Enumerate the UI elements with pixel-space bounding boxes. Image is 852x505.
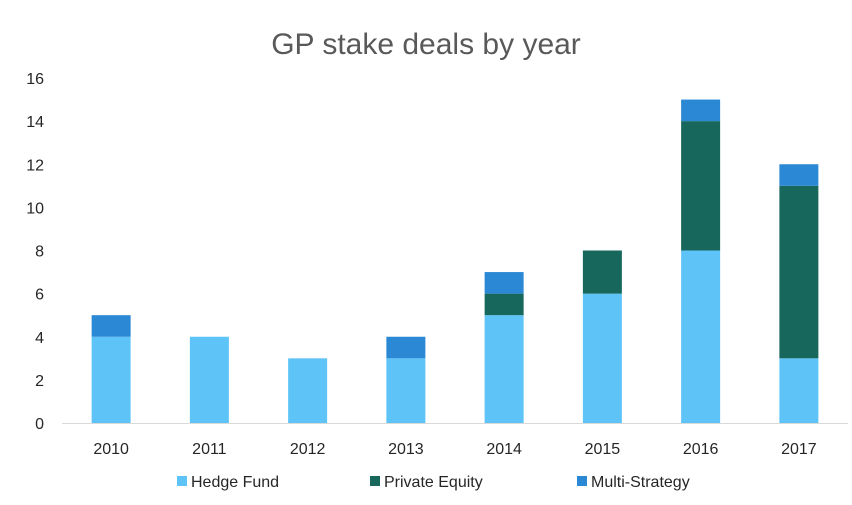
- legend-swatch: [577, 476, 587, 486]
- bar-segment-hedge-fund-2017: [779, 358, 819, 423]
- bar-segment-private-equity-2017: [779, 185, 819, 359]
- bar-segment-hedge-fund-2013: [386, 358, 426, 423]
- x-tick-label: 2010: [93, 441, 129, 458]
- legend-swatch: [370, 476, 380, 486]
- y-tick-label: 6: [35, 287, 44, 304]
- chart-title: GP stake deals by year: [271, 28, 581, 61]
- y-tick-label: 0: [35, 416, 44, 433]
- y-tick-label: 10: [26, 200, 44, 217]
- bar-segment-hedge-fund-2010: [91, 336, 131, 423]
- x-tick-label: 2012: [290, 441, 326, 458]
- x-tick-label: 2011: [192, 441, 227, 458]
- bar-segment-private-equity-2014: [484, 293, 524, 316]
- y-tick-label: 8: [35, 244, 44, 261]
- bar-segment-hedge-fund-2016: [681, 250, 721, 423]
- bar-segment-hedge-fund-2012: [288, 358, 328, 423]
- x-tick-label: 2017: [781, 441, 817, 458]
- x-axis-labels: 2010 2011 2012 2013 2014 2015 2016 2017: [93, 441, 816, 458]
- x-tick-label: 2013: [388, 441, 424, 458]
- legend-label: Private Equity: [384, 474, 483, 491]
- legend-label: Multi-Strategy: [591, 474, 690, 491]
- bar-segment-hedge-fund-2015: [582, 293, 622, 423]
- bar-segment-multi-strategy-2017: [779, 164, 819, 186]
- bar-segment-hedge-fund-2014: [484, 315, 524, 423]
- x-tick-label: 2014: [486, 441, 522, 458]
- y-tick-label: 12: [26, 157, 44, 174]
- x-tick-label: 2015: [585, 441, 621, 458]
- y-tick-label: 16: [26, 71, 44, 88]
- bar-segment-private-equity-2015: [582, 250, 622, 294]
- legend-swatch: [177, 476, 187, 486]
- bars: [91, 99, 819, 423]
- bar-segment-private-equity-2016: [681, 121, 721, 251]
- bar-segment-multi-strategy-2014: [484, 272, 524, 294]
- bar-segment-multi-strategy-2013: [386, 336, 426, 359]
- y-tick-label: 2: [35, 373, 44, 390]
- y-tick-label: 4: [35, 330, 44, 347]
- bar-segment-multi-strategy-2016: [681, 99, 721, 122]
- y-tick-label: 14: [26, 114, 44, 131]
- legend-label: Hedge Fund: [191, 474, 279, 491]
- bar-segment-hedge-fund-2011: [189, 336, 229, 423]
- bar-segment-multi-strategy-2010: [91, 315, 131, 337]
- x-tick-label: 2016: [683, 441, 719, 458]
- y-axis-labels: 0 2 4 6 8 10 12 14 16: [26, 71, 44, 433]
- legend: Hedge Fund Private Equity Multi-Strategy: [177, 474, 690, 491]
